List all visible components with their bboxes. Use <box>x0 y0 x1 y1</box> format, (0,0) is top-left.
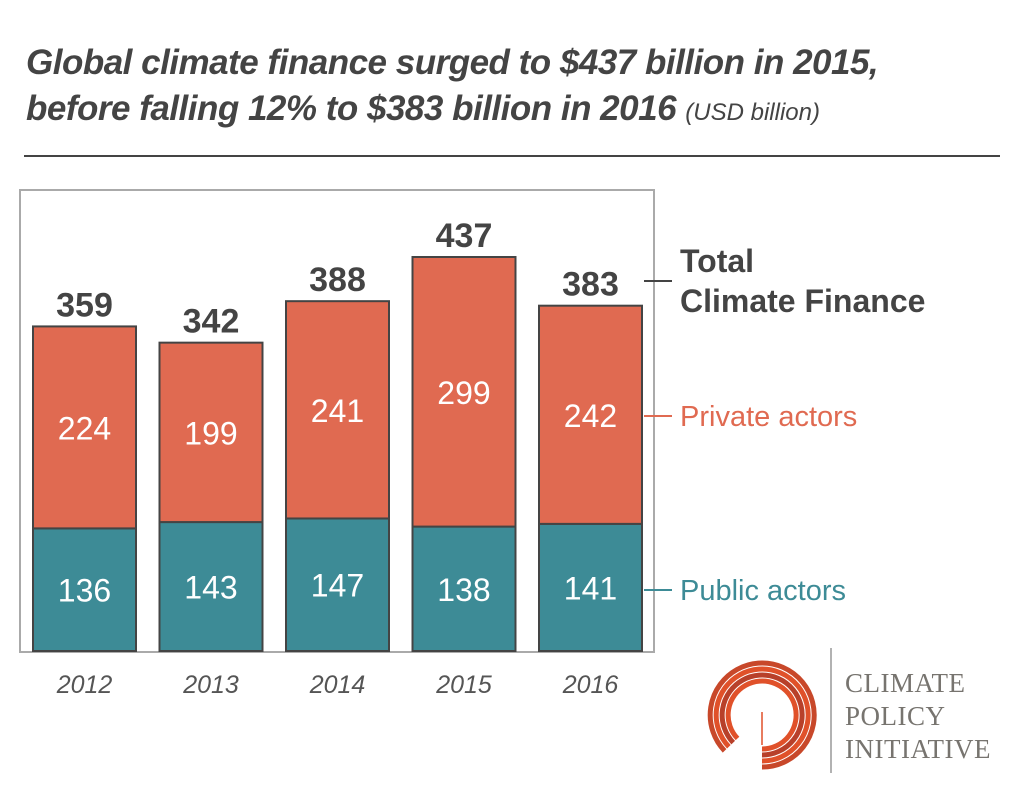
private-value-label: 224 <box>58 410 111 446</box>
logo-ring <box>707 660 817 770</box>
logo-ring <box>725 678 799 752</box>
logo-ring <box>713 666 811 764</box>
x-tick-label: 2014 <box>309 671 366 699</box>
logo-line: POLICY <box>845 701 946 731</box>
x-tick-label: 2013 <box>182 671 239 699</box>
bar-public <box>285 517 390 653</box>
public-value-label: 138 <box>437 572 490 608</box>
bar-public <box>411 525 517 652</box>
bar-private <box>285 300 390 520</box>
private-value-label: 242 <box>564 398 617 434</box>
logo-text: CLIMATE POLICY INITIATIVE <box>845 667 991 766</box>
private-value-label: 199 <box>184 415 237 451</box>
title-unit: (USD billion) <box>685 99 820 126</box>
total-value-label: 359 <box>56 286 113 324</box>
bar-private <box>538 304 643 525</box>
logo-ring <box>719 672 805 758</box>
x-tick-label: 2012 <box>56 671 113 699</box>
title-line-2: before falling 12% to $383 billion in 20… <box>26 89 677 128</box>
total-value-label: 342 <box>183 303 240 341</box>
legend-total: Climate Finance <box>680 283 925 319</box>
legend-total: Total <box>680 243 754 279</box>
bar-private <box>158 341 264 524</box>
private-value-label: 241 <box>311 393 364 429</box>
x-tick-label: 2015 <box>435 671 492 699</box>
total-value-label: 437 <box>436 217 493 255</box>
title-line-1: Global climate finance surged to $437 bi… <box>26 43 879 82</box>
public-value-label: 136 <box>58 573 111 609</box>
bar-private <box>411 256 517 528</box>
public-value-label: 147 <box>311 568 364 604</box>
bar-public <box>538 522 643 652</box>
legend-public: Public actors <box>680 575 846 607</box>
legend-private: Private actors <box>680 401 857 433</box>
total-value-label: 388 <box>309 261 366 299</box>
logo-line: INITIATIVE <box>845 734 991 764</box>
title-divider <box>24 155 1000 157</box>
chart-title: Global climate finance surged to $437 bi… <box>26 40 879 136</box>
logo-line: CLIMATE <box>845 668 966 698</box>
bar-public <box>158 521 264 652</box>
bar-public <box>32 527 137 652</box>
private-value-label: 299 <box>437 375 490 411</box>
x-tick-label: 2016 <box>562 671 619 699</box>
public-value-label: 141 <box>564 570 617 606</box>
bar-private <box>32 325 137 530</box>
total-value-label: 383 <box>562 266 619 304</box>
public-value-label: 143 <box>184 570 237 606</box>
